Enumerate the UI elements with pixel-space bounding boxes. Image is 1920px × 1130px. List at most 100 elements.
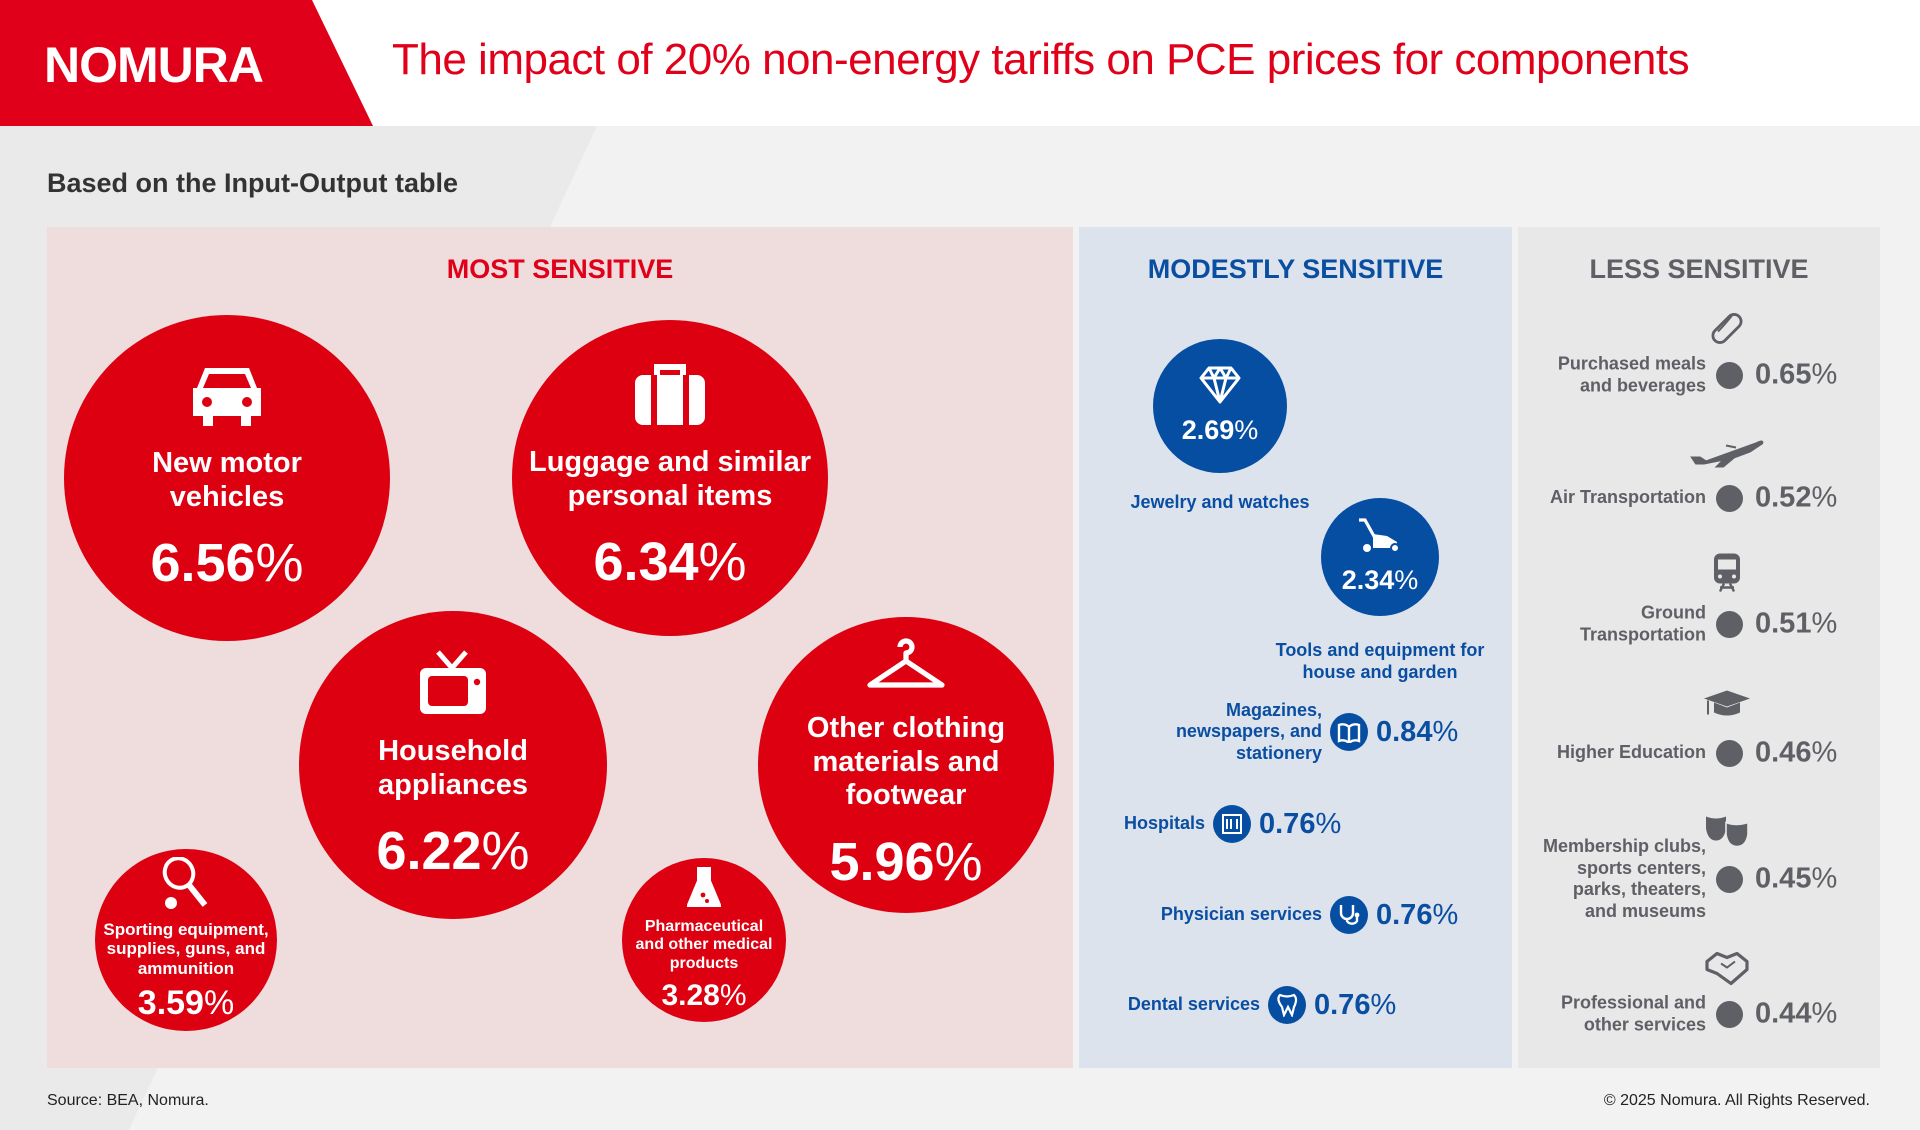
value: 3.59% xyxy=(138,984,234,1023)
value-unit: % xyxy=(481,820,530,881)
value: 0.65% xyxy=(1755,359,1837,392)
value-number: 0.45 xyxy=(1755,862,1812,895)
circle-sporting-equipment-supplies-guns-and-ammunition: Sporting equipment, supplies, guns, and … xyxy=(95,849,277,1031)
circle-household-appliances: Household appliances 6.22% xyxy=(299,611,607,919)
value: 0.76% xyxy=(1251,805,1341,843)
category-label: Magazines, newspapers, and stationery xyxy=(1175,699,1322,763)
category-label: Ground Transportation xyxy=(1579,602,1706,644)
value-number: 0.44 xyxy=(1755,997,1812,1030)
value: 0.46% xyxy=(1755,737,1837,770)
flask-icon xyxy=(686,866,722,914)
category-label: New motor vehicles xyxy=(152,447,302,513)
value: 0.76% xyxy=(1306,986,1396,1024)
value: 0.51% xyxy=(1755,608,1837,641)
subtitle: Based on the Input-Output table xyxy=(47,168,458,198)
value-number: 6.22 xyxy=(376,820,482,881)
value-unit: % xyxy=(1811,358,1838,391)
value-number: 6.56 xyxy=(150,532,256,593)
diamond-icon xyxy=(1199,366,1241,409)
value: 6.22% xyxy=(376,820,529,882)
circle-new-motor-vehicles: New motor vehicles 6.56% xyxy=(64,315,390,641)
car-icon xyxy=(189,362,265,433)
airplane-icon xyxy=(1690,438,1764,473)
value: 0.52% xyxy=(1755,482,1837,515)
category-label: Dental services xyxy=(1127,994,1260,1015)
category-label: Membership clubs, sports centers, parks,… xyxy=(1542,835,1706,921)
value-unit: % xyxy=(1315,807,1342,840)
hanger-icon xyxy=(866,637,946,698)
circle-jewelry-and-watches: 2.69% xyxy=(1153,339,1287,473)
value-number: 3.28 xyxy=(661,979,720,1013)
less-sensitive-title: LESS SENSITIVE xyxy=(1589,254,1809,284)
value-number: 0.46 xyxy=(1755,736,1812,769)
value-number: 2.34 xyxy=(1341,565,1395,595)
value-unit: % xyxy=(1394,565,1419,595)
category-label: Other clothing materials and footwear xyxy=(806,712,1006,812)
indicator-dot xyxy=(1716,866,1743,893)
tv-icon xyxy=(418,648,488,721)
handshake-icon xyxy=(1705,950,1749,991)
value-unit: % xyxy=(1811,736,1838,769)
circle-other-clothing-materials-and-footwear: Other clothing materials and footwear 5.9… xyxy=(758,617,1054,913)
indicator-dot xyxy=(1716,740,1743,767)
value-unit: % xyxy=(1234,415,1259,445)
value: 2.69% xyxy=(1182,415,1259,446)
value: 6.56% xyxy=(150,532,303,594)
value-number: 2.69 xyxy=(1181,415,1235,445)
indicator-dot xyxy=(1716,362,1743,389)
category-label: Pharmaceutical and other medical product… xyxy=(635,917,773,972)
value-number: 5.96 xyxy=(829,831,935,892)
value-number: 0.52 xyxy=(1755,481,1812,514)
tennis-racket-icon xyxy=(161,855,211,916)
value: 2.34% xyxy=(1342,565,1419,596)
value: 3.28% xyxy=(661,979,746,1013)
indicator-dot xyxy=(1716,485,1743,512)
circle-luggage-and-similar-personal-items: Luggage and similar personal items 6.34% xyxy=(512,320,828,636)
value-unit: % xyxy=(698,531,747,592)
value-unit: % xyxy=(934,831,983,892)
row-physician-services: Physician services xyxy=(1122,896,1368,934)
row-dental-services: Dental services xyxy=(1060,986,1306,1024)
page-title: The impact of 20% non-energy tariffs on … xyxy=(392,35,1690,84)
modestly-sensitive-title: MODESTLY SENSITIVE xyxy=(1147,254,1444,284)
value-unit: % xyxy=(1811,607,1838,640)
value-number: 0.76 xyxy=(1259,807,1316,840)
value-unit: % xyxy=(203,984,235,1023)
book-icon xyxy=(1330,713,1368,751)
value-number: 0.76 xyxy=(1314,988,1371,1021)
value: 0.45% xyxy=(1755,863,1837,896)
category-label: Higher Education xyxy=(1556,742,1706,763)
value-unit: % xyxy=(1811,481,1838,514)
category-label: Household appliances xyxy=(378,735,528,801)
stethoscope-icon xyxy=(1330,896,1368,934)
category-label: Hospitals xyxy=(1123,813,1205,834)
value-unit: % xyxy=(255,532,304,593)
value: 6.34% xyxy=(593,531,746,593)
value: 0.44% xyxy=(1755,998,1837,1031)
row-magazines-newspapers-and-stationery: Magazines, newspapers, and stationery xyxy=(1112,700,1368,763)
value-number: 0.84 xyxy=(1376,715,1433,748)
source-note: Source: BEA, Nomura. xyxy=(47,1092,209,1109)
category-label: Purchased meals and beverages xyxy=(1557,353,1706,395)
less-sensitive-panel: LESS SENSITIVE xyxy=(1518,227,1880,1068)
modestly-sensitive-panel: MODESTLY SENSITIVE xyxy=(1079,227,1512,1068)
value-number: 6.34 xyxy=(593,531,699,592)
indicator-dot xyxy=(1716,1001,1743,1028)
value-unit: % xyxy=(1432,898,1459,931)
value: 0.84% xyxy=(1368,713,1458,751)
hospital-icon xyxy=(1213,805,1251,843)
graduation-cap-icon xyxy=(1702,690,1752,726)
value: 5.96% xyxy=(829,831,982,893)
hotdog-icon xyxy=(1708,310,1746,353)
value-unit: % xyxy=(1432,715,1459,748)
value-number: 3.59 xyxy=(137,984,204,1023)
theater-masks-icon xyxy=(1704,813,1750,854)
value-number: 0.65 xyxy=(1755,358,1812,391)
category-label: Tools and equipment for house and garden xyxy=(1275,640,1485,682)
tooth-icon xyxy=(1268,986,1306,1024)
category-label: Luggage and similar personal items xyxy=(529,446,811,512)
lawnmower-icon xyxy=(1357,518,1403,559)
value-unit: % xyxy=(1811,997,1838,1030)
logo-block xyxy=(0,0,373,126)
value-number: 0.51 xyxy=(1755,607,1812,640)
